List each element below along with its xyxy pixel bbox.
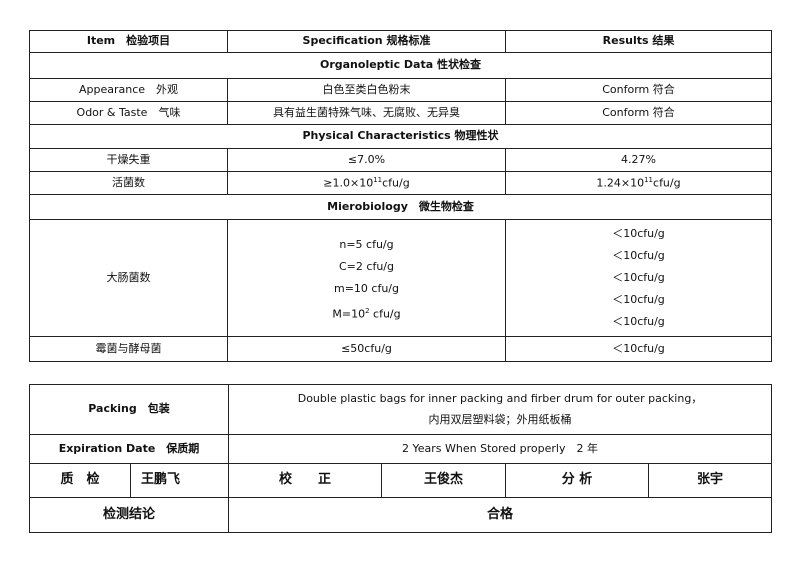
result-line: ＜10cfu/g (612, 227, 665, 240)
result-line: ＜10cfu/g (612, 249, 665, 262)
packing-label: Packing 包装 (28, 384, 230, 435)
table-row: Appearance 外观 白色至类白色粉末 Conform 符合 (29, 78, 772, 102)
analysis-label: 分 析 (505, 463, 650, 498)
spec-exponent: 2 (365, 307, 370, 315)
expiration-value: 2 Years When Stored properly 2 年 (228, 434, 773, 464)
result-line: ＜10cfu/g (612, 315, 665, 328)
table-row: 大肠菌数 n=5 cfu/g C=2 cfu/g m=10 cfu/g M=10… (29, 219, 772, 337)
conclusion-value: 合格 (228, 497, 773, 533)
packing-en: Double plastic bags for inner packing an… (297, 392, 703, 406)
check-name: 王俊杰 (381, 463, 507, 498)
spec-cell: ≤50cfu/g (227, 336, 506, 362)
spec-prefix: M=10 (332, 307, 366, 321)
table-row: 活菌数 ≥1.0×1011cfu/g 1.24×1011cfu/g (29, 171, 772, 195)
header-item: Item 检验项目 (29, 30, 228, 53)
packing-signoff-table: Packing 包装 Double plastic bags for inner… (28, 384, 773, 533)
header-specification: Specification 规格标准 (227, 30, 506, 53)
conclusion-label: 检测结论 (28, 497, 230, 533)
spec-suffix: cfu/g (369, 307, 401, 321)
spec-cell: ≤7.0% (227, 148, 506, 172)
result-cell: Conform 符合 (505, 78, 772, 102)
result-cell: Conform 符合 (505, 101, 772, 125)
result-cell: ＜10cfu/g (505, 336, 772, 362)
result-prefix: 1.24×10 (596, 176, 645, 190)
spec-cell: n=5 cfu/g C=2 cfu/g m=10 cfu/g M=102 cfu… (227, 219, 506, 337)
result-line: ＜10cfu/g (612, 293, 665, 306)
item-cell: 干燥失重 (29, 148, 228, 172)
section-organoleptic: Organoleptic Data 性状检查 (29, 52, 772, 79)
qc-name: 王鹏飞 (129, 463, 230, 498)
spec-line: n=5 cfu/g (339, 238, 394, 251)
spec-line: C=2 cfu/g (339, 260, 394, 273)
spec-cell: ≥1.0×1011cfu/g (227, 171, 506, 195)
spec-cell: 白色至类白色粉末 (227, 78, 506, 102)
table-row: 霉菌与酵母菌 ≤50cfu/g ＜10cfu/g (29, 336, 772, 362)
section-microbiology: Mierobiology 微生物检查 (29, 194, 772, 220)
result-cell: 4.27% (505, 148, 772, 172)
packing-cn: 内用双层塑料袋；外用纸板桶 (428, 412, 572, 426)
item-cell: 活菌数 (29, 171, 228, 195)
spec-suffix: cfu/g (382, 176, 410, 190)
item-cell: 霉菌与酵母菌 (29, 336, 228, 362)
item-cell: Appearance 外观 (29, 78, 228, 102)
spec-prefix: ≥1.0×10 (323, 176, 374, 190)
spec-cell: 具有益生菌特殊气味、无腐败、无异臭 (227, 101, 506, 125)
item-cell: 大肠菌数 (29, 219, 228, 337)
spec-line: m=10 cfu/g (333, 282, 399, 295)
spec-line: M=102 cfu/g (228, 300, 505, 322)
result-cell: 1.24×1011cfu/g (505, 171, 772, 195)
result-suffix: cfu/g (653, 176, 681, 190)
table-row: 干燥失重 ≤7.0% 4.27% (29, 148, 772, 172)
result-exponent: 11 (644, 175, 654, 184)
test-results-table: Item 检验项目 Specification 规格标准 Results 结果 … (29, 30, 772, 362)
item-cell: Odor & Taste 气味 (29, 101, 228, 125)
table-row: Odor & Taste 气味 具有益生菌特殊气味、无腐败、无异臭 Confor… (29, 101, 772, 125)
section-physical: Physical Characteristics 物理性状 (29, 124, 772, 149)
packing-value: Double plastic bags for inner packing an… (228, 384, 773, 435)
expiration-label: Expiration Date 保质期 (28, 434, 230, 464)
result-cell: ＜10cfu/g ＜10cfu/g ＜10cfu/g ＜10cfu/g ＜10c… (505, 219, 772, 337)
header-row: Item 检验项目 Specification 规格标准 Results 结果 (29, 30, 772, 53)
spec-exponent: 11 (373, 175, 383, 184)
result-line: ＜10cfu/g (612, 271, 665, 284)
analysis-name: 张宇 (648, 463, 773, 498)
check-label: 校 正 (228, 463, 383, 498)
header-results: Results 结果 (505, 30, 772, 53)
qc-label: 质 检 (29, 463, 131, 498)
